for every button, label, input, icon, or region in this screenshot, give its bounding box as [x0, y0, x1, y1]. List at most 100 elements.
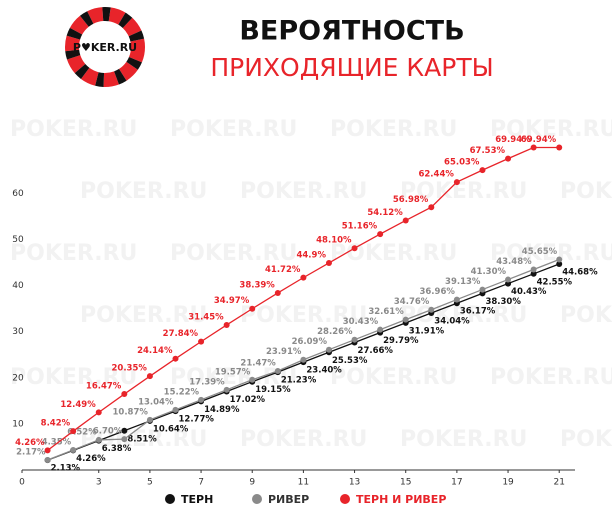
y-tick-label: 30 [12, 327, 24, 337]
point [428, 204, 435, 211]
point [300, 274, 307, 281]
logo-text: P♥KER.RU [73, 41, 137, 54]
point [325, 259, 332, 266]
data-label: 4.26% [76, 454, 106, 464]
logo-ring-dark [65, 7, 145, 87]
point [121, 391, 128, 398]
watermark: POKER.RU [400, 303, 527, 328]
data-label: 38.30% [485, 297, 521, 307]
data-label: 36.17% [460, 307, 496, 317]
y-tick-label: 20 [12, 373, 24, 383]
x-tick-label: 3 [96, 478, 102, 488]
data-label: 69.94% [495, 135, 531, 145]
data-label: 28.26% [317, 327, 353, 337]
data-label: 51.16% [342, 222, 378, 232]
data-label: 17.02% [230, 395, 266, 405]
watermark: POKER.RU [240, 303, 367, 328]
data-label: 42.55% [537, 277, 573, 287]
data-label: 31.45% [188, 312, 224, 322]
x-tick-label: 11 [298, 478, 309, 488]
watermarks: POKER.RU POKER.RU POKER.RU POKER.RU POKER.RU… [10, 117, 612, 452]
point [556, 260, 563, 267]
data-label: 44.68% [562, 267, 598, 277]
logo-ring [65, 7, 145, 87]
x-tick-label: 9 [249, 478, 255, 488]
point [428, 306, 435, 313]
x-tick-label: 13 [349, 478, 360, 488]
y-tick-label: 40 [12, 281, 24, 291]
watermark: POKER.RU [170, 117, 297, 142]
watermark: POKER.RU [170, 241, 297, 266]
y-tick-label: 60 [12, 189, 24, 199]
x-tick-label: 21 [553, 478, 564, 488]
x-tick-label: 7 [198, 478, 204, 488]
watermark: POKER.RU [240, 427, 367, 452]
watermark: POKER.RU [490, 241, 612, 266]
data-label: 10.64% [153, 424, 189, 434]
point [223, 386, 230, 393]
x-tick-label: 15 [400, 478, 411, 488]
title: ВЕРОЯТНОСТЬ [239, 16, 464, 47]
data-label: 41.30% [471, 267, 507, 277]
data-label: 14.89% [204, 405, 240, 415]
point [377, 326, 384, 333]
watermark: POKER.RU [10, 241, 137, 266]
data-label: 6.38% [102, 444, 132, 454]
data-label: 39.13% [445, 277, 481, 287]
point [146, 416, 153, 423]
data-label: 29.79% [383, 336, 419, 346]
watermark: POKER.RU [80, 179, 207, 204]
data-label: 17.39% [189, 377, 225, 387]
point [95, 409, 102, 416]
legend-label: РИВЕР [268, 493, 309, 506]
legend-marker [340, 494, 350, 504]
point [44, 456, 51, 463]
data-label: 48.10% [316, 236, 352, 246]
data-label: 4.26% [15, 438, 45, 448]
legend-label: ТЕРН [181, 493, 213, 506]
data-label: 19.57% [215, 367, 251, 377]
data-label: 21.23% [281, 376, 317, 386]
watermark: POKER.RU [330, 241, 457, 266]
data-label: 26.09% [292, 337, 328, 347]
data-label: 34.97% [214, 296, 250, 306]
point [249, 305, 256, 312]
point [121, 436, 128, 443]
y-tick-label: 50 [12, 235, 24, 245]
watermark: POKER.RU [330, 365, 457, 390]
point [249, 376, 256, 383]
point [479, 167, 486, 174]
data-label: 23.91% [266, 347, 302, 357]
x-tick-label: 0 [19, 478, 25, 488]
point [70, 446, 77, 453]
watermark: POKER.RU [10, 365, 137, 390]
watermark: POKER.RU [80, 303, 207, 328]
logo: P♥KER.RU [65, 7, 145, 87]
data-label: 40.43% [511, 287, 547, 297]
data-label: 6.52% [67, 427, 97, 437]
legend-marker [252, 494, 262, 504]
data-label: 10.87% [113, 407, 149, 417]
data-label: 34.76% [394, 297, 430, 307]
point [530, 144, 537, 151]
point [453, 179, 460, 186]
data-label: 15.22% [164, 387, 200, 397]
data-label: 4.35% [42, 437, 72, 447]
y-tick-label: 10 [12, 419, 24, 429]
logo-center [80, 22, 130, 72]
data-label: 8.42% [41, 419, 71, 429]
watermark: POKER.RU [560, 179, 612, 204]
subtitle: ПРИХОДЯЩИЕ КАРТЫ [210, 53, 493, 82]
point [274, 289, 281, 296]
watermark: POKER.RU [400, 179, 527, 204]
point [172, 355, 179, 362]
point [530, 266, 537, 273]
point [70, 428, 77, 435]
point [172, 406, 179, 413]
point [198, 338, 205, 345]
data-label: 23.40% [306, 366, 342, 376]
data-label: 43.48% [496, 257, 532, 267]
data-label: 2.17% [16, 447, 46, 457]
watermark: POKER.RU [330, 117, 457, 142]
